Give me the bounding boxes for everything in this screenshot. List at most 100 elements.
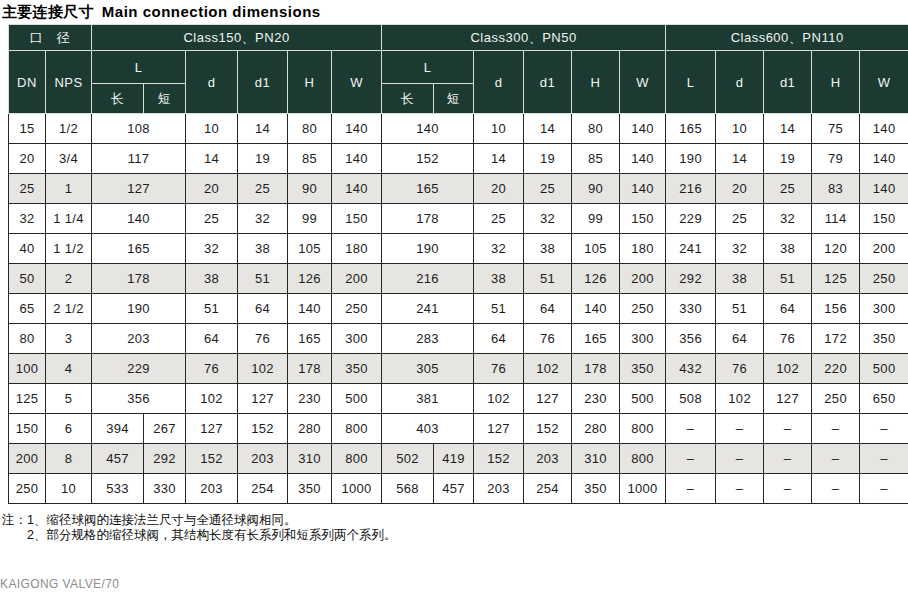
table-row: 321 1/4140253299150178253299150229253211…: [9, 204, 908, 234]
table-cell: 800: [332, 444, 382, 474]
table-cell: –: [716, 414, 764, 444]
header-short-class300: 短: [434, 84, 474, 114]
table-cell: 108: [92, 114, 186, 144]
table-cell: 250: [620, 294, 666, 324]
table-cell: 300: [620, 324, 666, 354]
table-cell: 64: [524, 294, 572, 324]
table-cell: 241: [382, 294, 474, 324]
table-cell: 1/2: [46, 114, 92, 144]
table-cell: 150: [620, 204, 666, 234]
table-cell: 50: [9, 264, 46, 294]
table-cell: 254: [238, 474, 288, 504]
table-cell: 25: [238, 174, 288, 204]
table-cell: 51: [474, 294, 524, 324]
table-cell: 280: [572, 414, 620, 444]
table-cell: 156: [812, 294, 860, 324]
table-cell: 220: [812, 354, 860, 384]
table-cell: 38: [764, 234, 812, 264]
table-cell: 85: [288, 144, 332, 174]
note-text-1: 1、缩径球阀的连接法兰尺寸与全通径球阀相同。: [27, 513, 296, 527]
table-cell: 25: [474, 204, 524, 234]
table-cell: 20: [716, 174, 764, 204]
table-cell: 127: [92, 174, 186, 204]
header-d1-class600: d1: [764, 51, 812, 114]
table-cell: 800: [332, 414, 382, 444]
table-cell: 280: [288, 414, 332, 444]
table-cell: –: [860, 414, 908, 444]
table-cell: 80: [9, 324, 46, 354]
table-cell: 419: [434, 444, 474, 474]
header-class150: Class150、PN20: [92, 25, 382, 51]
table-cell: 250: [9, 474, 46, 504]
table-cell: 64: [764, 294, 812, 324]
table-cell: 250: [812, 384, 860, 414]
table-cell: 127: [186, 414, 238, 444]
table-cell: 172: [812, 324, 860, 354]
table-cell: 150: [332, 204, 382, 234]
table-cell: 267: [144, 414, 186, 444]
table-cell: 432: [666, 354, 716, 384]
table-row: 151/210810148014014010148014016510147514…: [9, 114, 908, 144]
table-cell: 120: [812, 234, 860, 264]
table-cell: 32: [524, 204, 572, 234]
table-cell: 14: [474, 144, 524, 174]
table-cell: 1 1/2: [46, 234, 92, 264]
table-cell: 76: [764, 324, 812, 354]
table-cell: 533: [92, 474, 144, 504]
table-cell: 126: [288, 264, 332, 294]
table-cell: 381: [382, 384, 474, 414]
table-cell: 203: [474, 474, 524, 504]
table-cell: 4: [46, 354, 92, 384]
table-row: 2008457292152203310800502419152203310800…: [9, 444, 908, 474]
table-cell: 350: [860, 324, 908, 354]
table-cell: 180: [620, 234, 666, 264]
table-cell: 140: [860, 174, 908, 204]
table-cell: 32: [9, 204, 46, 234]
table-cell: 64: [186, 324, 238, 354]
table-cell: 203: [524, 444, 572, 474]
table-cell: 178: [92, 264, 186, 294]
table-cell: 105: [288, 234, 332, 264]
table-cell: 10: [474, 114, 524, 144]
table-cell: 200: [332, 264, 382, 294]
table-cell: 230: [288, 384, 332, 414]
table-cell: 178: [288, 354, 332, 384]
table-cell: 140: [288, 294, 332, 324]
table-cell: 114: [812, 204, 860, 234]
table-cell: 76: [186, 354, 238, 384]
table-cell: 152: [474, 444, 524, 474]
table-cell: 2 1/2: [46, 294, 92, 324]
table-cell: 250: [860, 264, 908, 294]
table-cell: 2: [46, 264, 92, 294]
table-cell: 19: [238, 144, 288, 174]
table-cell: 283: [382, 324, 474, 354]
table-cell: 140: [92, 204, 186, 234]
table-cell: –: [666, 444, 716, 474]
table-cell: 3/4: [46, 144, 92, 174]
table-row: 1004229761021783503057610217835043276102…: [9, 354, 908, 384]
table-row: 652 1/2190516414025024151641402503305164…: [9, 294, 908, 324]
table-cell: 99: [572, 204, 620, 234]
table-cell: 254: [524, 474, 572, 504]
table-cell: 394: [92, 414, 144, 444]
table-cell: 1000: [620, 474, 666, 504]
table-cell: 457: [92, 444, 144, 474]
table-cell: 140: [332, 174, 382, 204]
table-cell: 165: [288, 324, 332, 354]
table-cell: 25: [764, 174, 812, 204]
table-cell: 51: [716, 294, 764, 324]
table-cell: 216: [382, 264, 474, 294]
table-cell: 10: [716, 114, 764, 144]
table-cell: 90: [572, 174, 620, 204]
table-cell: 165: [92, 234, 186, 264]
table-cell: 229: [666, 204, 716, 234]
page-title-en: Main connection dimensions: [102, 3, 321, 20]
table-row: 401 1/2165323810518019032381051802413238…: [9, 234, 908, 264]
table-cell: 51: [186, 294, 238, 324]
table-cell: 64: [474, 324, 524, 354]
table-cell: 75: [812, 114, 860, 144]
header-d-class600: d: [716, 51, 764, 114]
header-d-class300: d: [474, 51, 524, 114]
table-cell: 32: [764, 204, 812, 234]
header-row-groups: 口 径 Class150、PN20 Class300、PN50 Class600…: [9, 25, 908, 51]
